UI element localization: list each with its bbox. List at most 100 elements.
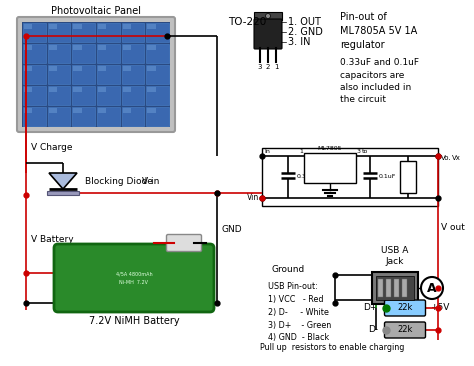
Bar (147, 24, 155, 29)
Bar (123, 24, 131, 29)
Bar (73, 87, 82, 92)
Bar (73, 108, 82, 113)
Text: Pull up  resistors to enable charging: Pull up resistors to enable charging (260, 343, 404, 352)
Bar (48, 44, 70, 63)
Text: Vx: Vx (452, 155, 461, 161)
Bar (400, 161, 416, 193)
Text: Ground: Ground (272, 265, 305, 274)
Text: TO-220: TO-220 (228, 17, 266, 27)
Bar (22, 22, 170, 127)
Text: 1: 1 (299, 149, 303, 154)
Bar (146, 44, 169, 63)
Text: 3. IN: 3. IN (288, 37, 310, 47)
Bar (122, 65, 145, 84)
FancyBboxPatch shape (166, 235, 201, 251)
Text: A: A (427, 281, 437, 295)
Text: D-: D- (368, 325, 378, 335)
Text: 3: 3 (258, 64, 262, 70)
Bar (73, 45, 82, 50)
Bar (262, 148, 438, 206)
Text: IN: IN (311, 160, 319, 166)
Text: Vin: Vin (247, 193, 259, 202)
Text: 1: 1 (274, 64, 278, 70)
Bar (378, 279, 383, 297)
Bar (146, 86, 169, 105)
Bar (122, 86, 145, 105)
Bar (122, 107, 145, 126)
Bar (49, 66, 57, 71)
Bar (123, 87, 131, 92)
Bar (23, 86, 46, 105)
Bar (73, 24, 82, 29)
Bar (48, 107, 70, 126)
Bar (47, 191, 79, 195)
Bar (122, 23, 145, 42)
Bar (394, 279, 399, 297)
Text: ML7805: ML7805 (318, 146, 342, 151)
Bar (372, 272, 418, 304)
Bar (376, 276, 414, 300)
Bar (49, 108, 57, 113)
Bar (48, 65, 70, 84)
Text: 22k: 22k (397, 325, 413, 335)
Text: D+: D+ (364, 303, 378, 313)
Bar (304, 153, 356, 183)
Bar (23, 65, 46, 84)
Text: 7.2V NiMH Battery: 7.2V NiMH Battery (89, 316, 179, 326)
Circle shape (421, 277, 443, 299)
Bar (97, 107, 119, 126)
Text: to: to (362, 149, 368, 154)
Text: 1. OUT: 1. OUT (288, 17, 321, 27)
Bar (73, 44, 95, 63)
Text: OUT: OUT (337, 160, 352, 166)
Text: 22k: 22k (397, 303, 413, 313)
Text: V in: V in (142, 176, 159, 186)
Bar (146, 65, 169, 84)
Bar (73, 86, 95, 105)
Bar (147, 45, 155, 50)
FancyBboxPatch shape (384, 300, 426, 316)
Bar (98, 108, 106, 113)
Text: In: In (264, 149, 270, 154)
FancyBboxPatch shape (54, 244, 214, 312)
Text: V Charge: V Charge (31, 143, 73, 153)
Bar (122, 44, 145, 63)
FancyBboxPatch shape (384, 322, 426, 338)
Bar (24, 45, 32, 50)
Text: 0.33uF and 0.1uF
capacitors are
also included in
the circuit: 0.33uF and 0.1uF capacitors are also inc… (340, 58, 419, 105)
Text: V out: V out (441, 224, 465, 232)
Bar (97, 44, 119, 63)
Bar (49, 45, 57, 50)
Bar (123, 108, 131, 113)
Bar (73, 65, 95, 84)
Text: 4/5A 4800mAh: 4/5A 4800mAh (116, 272, 152, 276)
Bar (98, 66, 106, 71)
Bar (49, 24, 57, 29)
Text: GND: GND (322, 172, 338, 178)
Bar (48, 86, 70, 105)
Bar (123, 66, 131, 71)
Bar (48, 23, 70, 42)
Bar (24, 66, 32, 71)
Text: GND: GND (222, 225, 243, 234)
Text: Photovoltaic Panel: Photovoltaic Panel (51, 6, 141, 16)
Bar (254, 12, 282, 20)
Bar (146, 107, 169, 126)
Bar (123, 45, 131, 50)
Bar (73, 23, 95, 42)
Bar (49, 87, 57, 92)
Text: 2: 2 (328, 168, 332, 173)
Bar (23, 23, 46, 42)
Text: 2: 2 (266, 64, 270, 70)
FancyBboxPatch shape (254, 19, 282, 49)
Bar (147, 108, 155, 113)
Bar (23, 44, 46, 63)
Bar (97, 23, 119, 42)
FancyBboxPatch shape (17, 17, 175, 132)
Bar (98, 45, 106, 50)
Bar (24, 87, 32, 92)
Bar (147, 66, 155, 71)
Text: 0.33uF: 0.33uF (297, 173, 319, 179)
Bar (97, 65, 119, 84)
Bar (386, 279, 391, 297)
